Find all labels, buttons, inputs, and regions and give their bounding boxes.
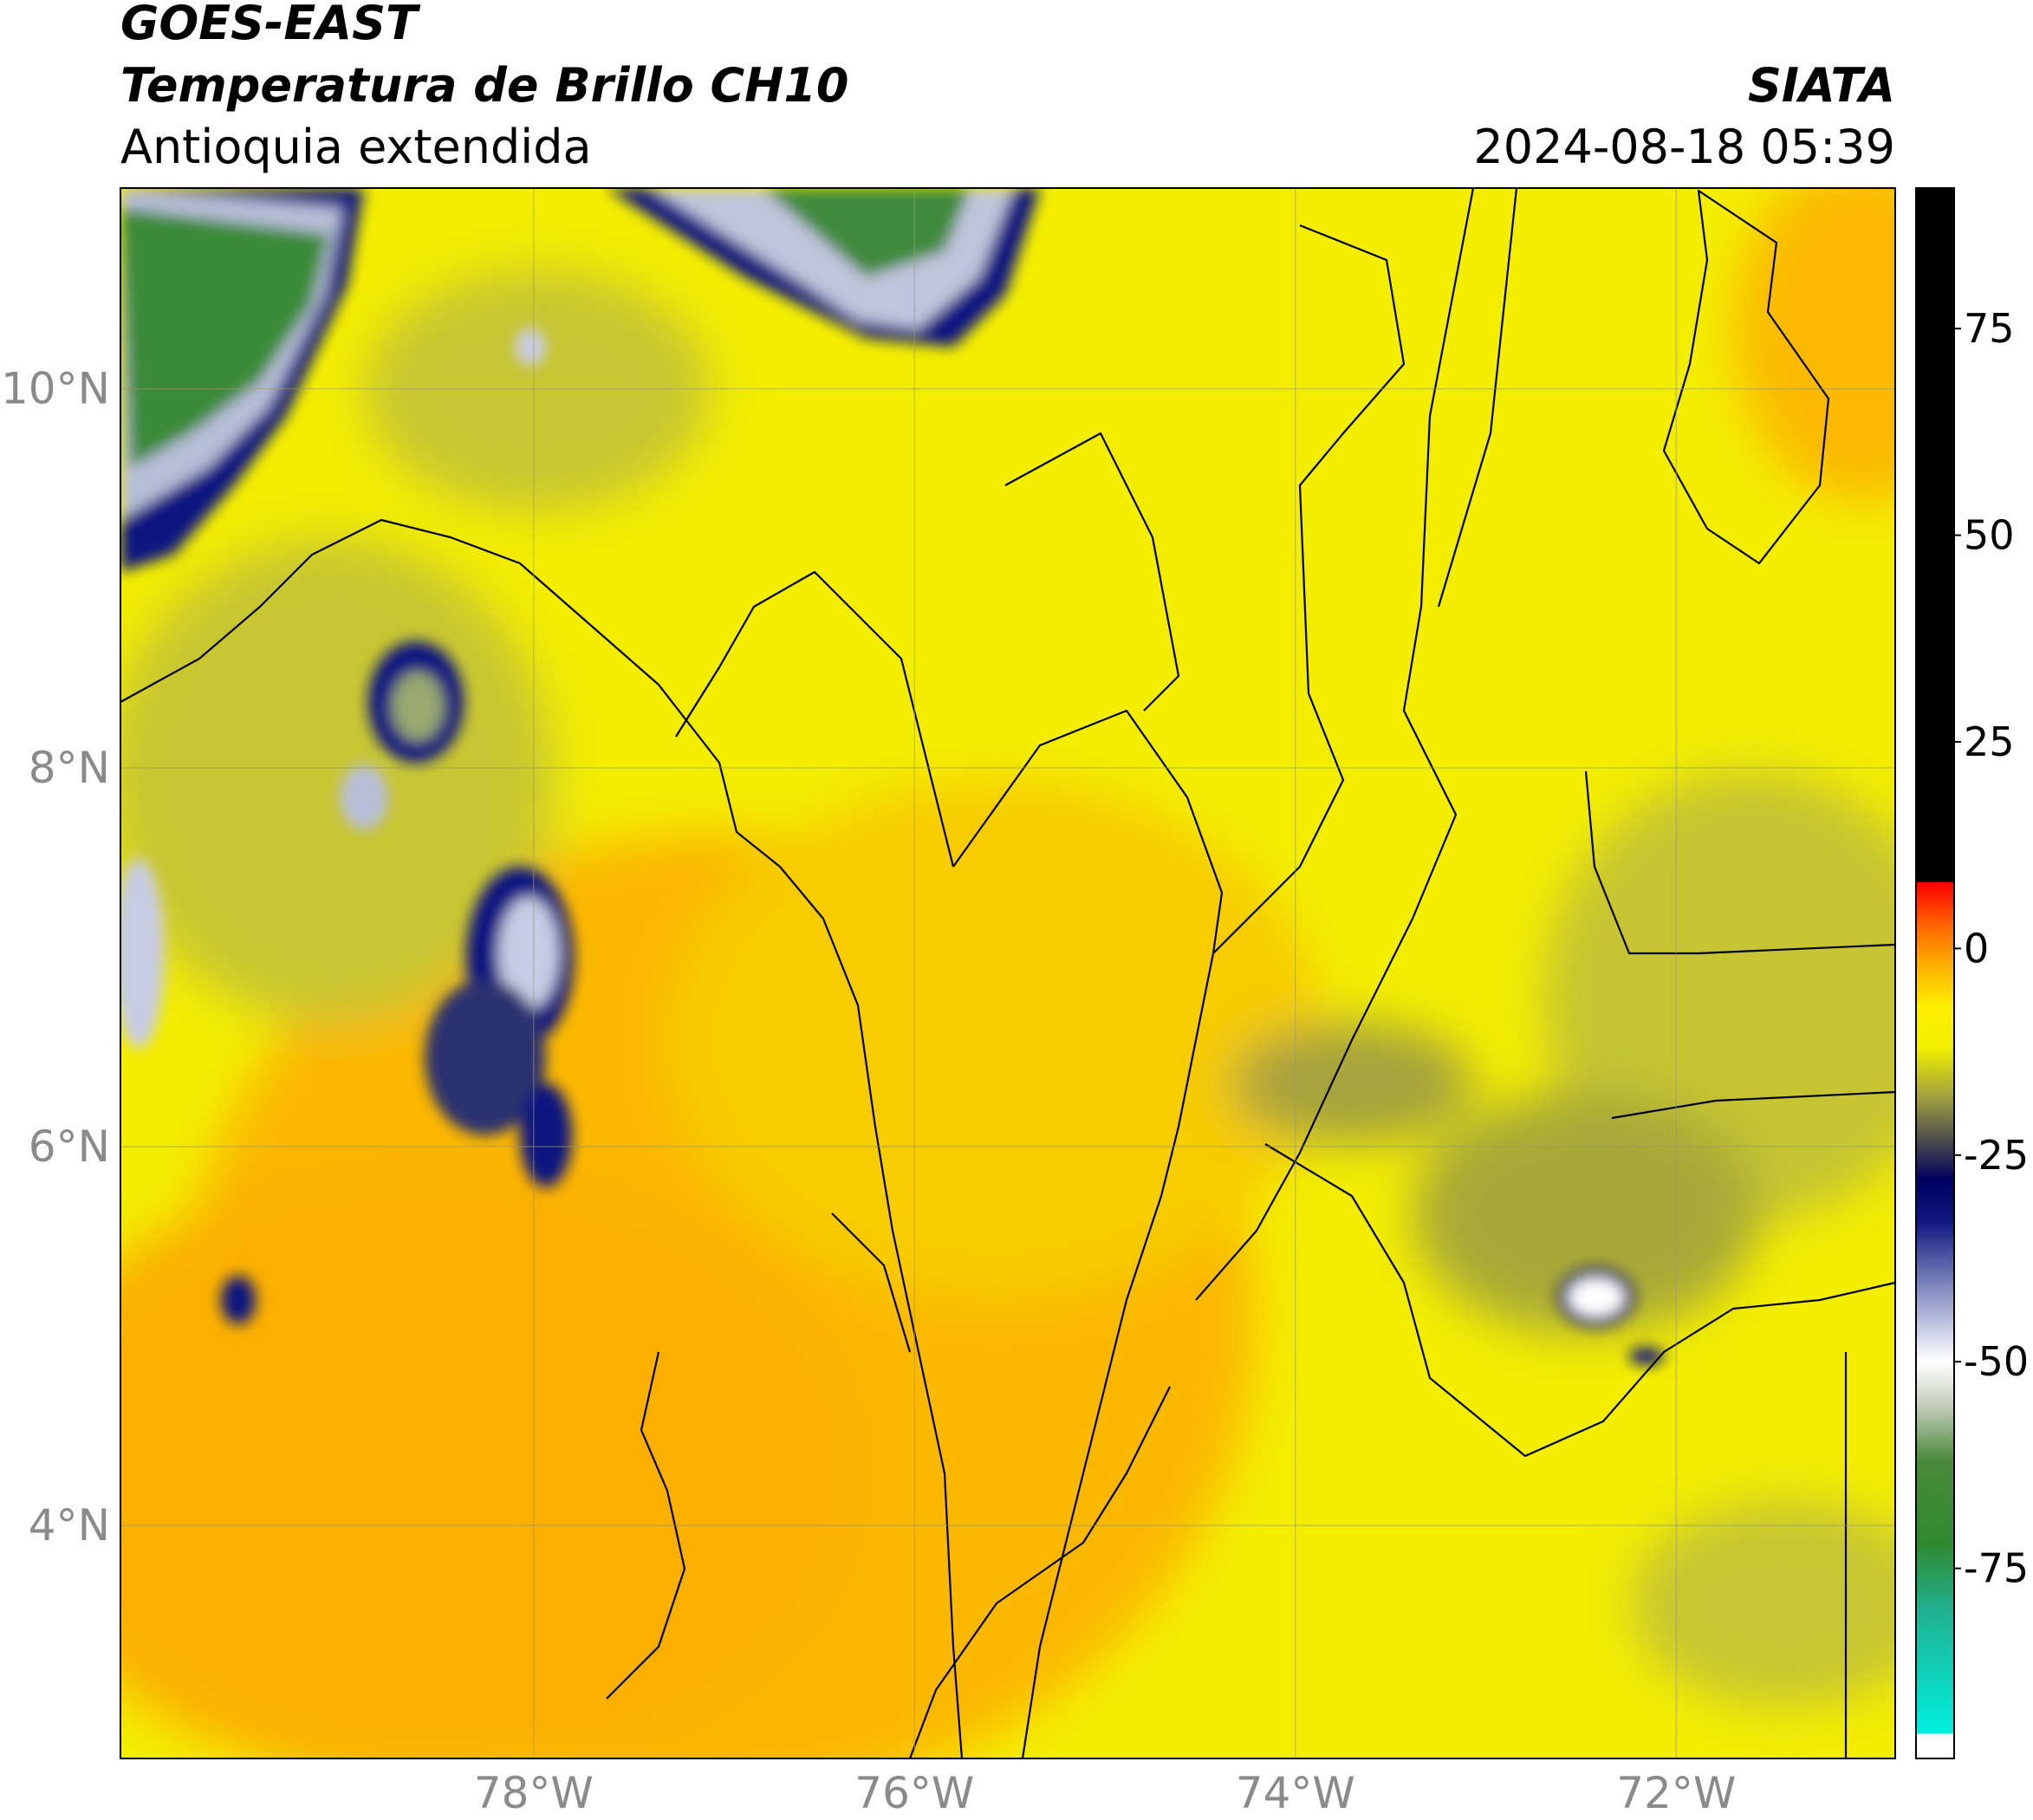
map-frame [120,187,1896,1759]
y-tick-label: 10°N [1,364,110,414]
colorbar-tick-label: -25 [1964,1132,2029,1179]
y-tick-label: 4°N [29,1500,110,1550]
y-tick-label: 8°N [29,743,110,793]
x-tick-label: 74°W [1236,1768,1355,1818]
satellite-image [120,188,1895,1758]
colorbar-tick-label: 75 [1964,305,2015,352]
x-tick-label: 76°W [854,1768,974,1818]
timestamp: 2024-08-18 05:39 [1473,120,1895,174]
x-tick-label: 72°W [1616,1768,1736,1818]
colorbar-tick-label: 0 [1964,925,1989,972]
source: SIATA [1748,58,1895,113]
colorbar-tick-label: 50 [1964,512,2015,559]
x-tick-label: 78°W [474,1768,594,1818]
y-tick-label: 6°N [29,1121,110,1172]
region: Antioquia extendida [120,120,592,174]
subtitle: Temperatura de Brillo CH10 [120,58,849,113]
colorbar-tick-label: 25 [1964,718,2015,765]
title: GOES-EAST [120,0,421,50]
colorbar-tick-label: -75 [1964,1545,2029,1592]
colorbar [1915,187,1955,1759]
colorbar-tick-label: -50 [1964,1338,2029,1385]
